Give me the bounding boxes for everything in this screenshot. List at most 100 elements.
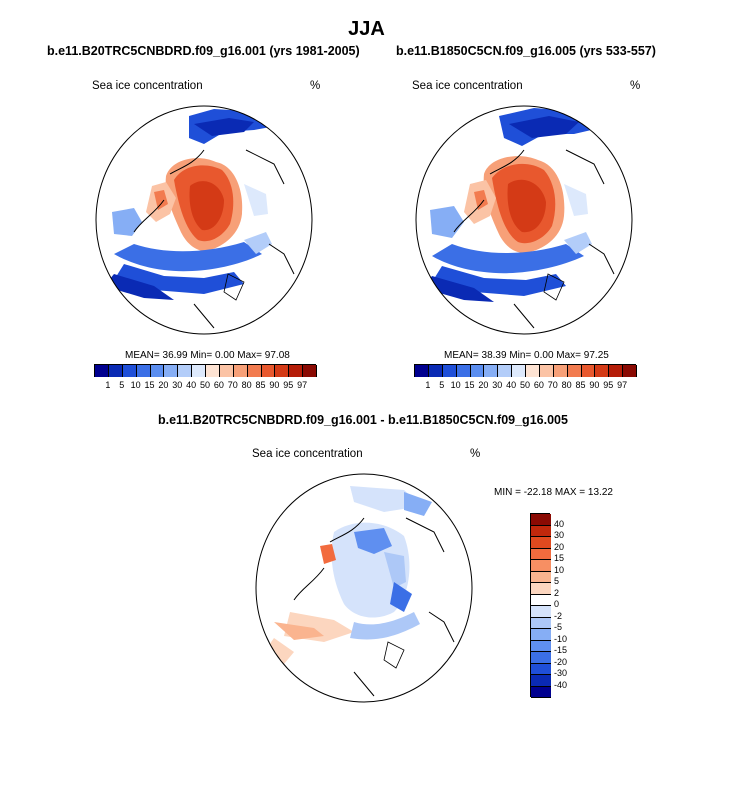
- colorbar-tick-label: 30: [492, 380, 503, 390]
- colorbar-swatch: [531, 663, 551, 675]
- colorbar-swatch: [531, 640, 551, 652]
- colorbar-tick-label: 85: [255, 380, 266, 390]
- colorbar-swatch: [531, 560, 551, 572]
- left-variable-label: Sea ice concentration: [92, 80, 203, 92]
- diff-stats: MIN = -22.18 MAX = 13.22: [494, 487, 613, 498]
- colorbar-tick-label: 95: [283, 380, 294, 390]
- colorbar-swatch: [539, 365, 554, 377]
- colorbar-swatch: [247, 365, 262, 377]
- right-units-label: %: [630, 80, 641, 92]
- left-stats: MEAN= 36.99 Min= 0.00 Max= 97.08: [125, 350, 290, 361]
- colorbar-tick-label: 1: [425, 380, 431, 390]
- colorbar-swatch: [531, 571, 551, 583]
- diff-units-label: %: [470, 448, 481, 460]
- colorbar-tick-label: 80: [561, 380, 572, 390]
- colorbar-swatch: [219, 365, 234, 377]
- colorbar-swatch: [498, 365, 513, 377]
- colorbar-tick-label: 30: [172, 380, 183, 390]
- colorbar-swatch: [261, 365, 276, 377]
- left-colorbar: [94, 364, 317, 377]
- colorbar-swatch: [531, 594, 551, 606]
- colorbar-swatch: [609, 365, 624, 377]
- colorbar-swatch: [531, 514, 551, 526]
- colorbar-swatch: [150, 365, 165, 377]
- right-variable-label: Sea ice concentration: [412, 80, 523, 92]
- colorbar-tick-label: 20: [554, 541, 565, 552]
- left-colorbar-labels: 1 5 10 15 20 30 40 50 60 70 80 85 90 95 97: [94, 380, 316, 392]
- right-colorbar: [414, 364, 637, 377]
- colorbar-tick-label: 15: [144, 380, 155, 390]
- colorbar-tick-label: -2: [554, 610, 563, 621]
- colorbar-swatch: [531, 617, 551, 629]
- colorbar-tick-label: -5: [554, 622, 563, 632]
- colorbar-swatch: [470, 365, 485, 377]
- colorbar-tick-label: -30: [554, 668, 568, 678]
- diff-colorbar-labels: 40 30 20 15 10 5 2 0 -2 -5 -10 -15 -20 -30 -40: [554, 513, 594, 697]
- colorbar-swatch: [623, 365, 637, 377]
- colorbar-swatch: [531, 606, 551, 618]
- diff-colorbar: [530, 513, 551, 698]
- colorbar-tick-label: 5: [439, 380, 445, 390]
- colorbar-tick-label: 90: [589, 380, 600, 390]
- colorbar-swatch: [415, 365, 429, 377]
- colorbar-swatch: [233, 365, 248, 377]
- colorbar-tick-label: 5: [119, 380, 125, 390]
- colorbar-swatch: [108, 365, 123, 377]
- colorbar-swatch: [456, 365, 471, 377]
- colorbar-swatch: [531, 537, 551, 549]
- colorbar-swatch: [484, 365, 499, 377]
- colorbar-tick-label: 40: [554, 518, 565, 529]
- colorbar-tick-label: 0: [554, 599, 560, 609]
- colorbar-swatch: [531, 629, 551, 641]
- left-units-label: %: [310, 80, 321, 92]
- colorbar-tick-label: 20: [158, 380, 169, 390]
- colorbar-tick-label: 95: [603, 380, 614, 390]
- main-title: JJA: [348, 18, 385, 40]
- right-stats: MEAN= 38.39 Min= 0.00 Max= 97.25: [444, 350, 609, 361]
- colorbar-swatch: [192, 365, 206, 377]
- colorbar-tick-label: -10: [554, 633, 568, 644]
- colorbar-tick-label: 1: [105, 380, 111, 390]
- colorbar-swatch: [164, 365, 179, 377]
- colorbar-tick-label: 10: [450, 380, 461, 390]
- colorbar-swatch: [531, 583, 551, 595]
- diff-polar-map: [255, 473, 473, 703]
- colorbar-swatch: [531, 525, 551, 537]
- colorbar-swatch: [595, 365, 610, 377]
- colorbar-swatch: [567, 365, 582, 377]
- colorbar-swatch: [289, 365, 304, 377]
- colorbar-tick-label: 20: [478, 380, 489, 390]
- colorbar-swatch: [531, 548, 551, 560]
- colorbar-tick-label: 60: [213, 380, 224, 390]
- colorbar-tick-label: -40: [554, 679, 568, 690]
- left-case-title: b.e11.B20TRC5CNBDRD.f09_g16.001 (yrs 198…: [47, 44, 360, 58]
- colorbar-swatch: [303, 365, 317, 377]
- colorbar-tick-label: 15: [464, 380, 475, 390]
- colorbar-tick-label: 97: [297, 380, 308, 390]
- colorbar-tick-label: 40: [186, 380, 197, 390]
- right-polar-map: [415, 105, 633, 335]
- colorbar-swatch: [531, 652, 551, 664]
- right-colorbar-labels: 1 5 10 15 20 30 40 50 60 70 80 85 90 95 97: [414, 380, 636, 392]
- colorbar-tick-label: 60: [533, 380, 544, 390]
- colorbar-tick-label: 30: [554, 530, 565, 540]
- left-polar-map: [95, 105, 313, 335]
- colorbar-swatch: [531, 675, 551, 687]
- colorbar-tick-label: -15: [554, 645, 568, 655]
- colorbar-tick-label: -20: [554, 656, 568, 667]
- colorbar-swatch: [531, 686, 551, 698]
- colorbar-swatch: [206, 365, 220, 377]
- colorbar-tick-label: 2: [554, 587, 560, 598]
- colorbar-swatch: [178, 365, 193, 377]
- colorbar-tick-label: 10: [130, 380, 141, 390]
- colorbar-tick-label: 85: [575, 380, 586, 390]
- colorbar-tick-label: 10: [554, 564, 565, 575]
- colorbar-swatch: [512, 365, 526, 377]
- colorbar-tick-label: 50: [519, 380, 530, 390]
- colorbar-tick-label: 80: [241, 380, 252, 390]
- right-case-title: b.e11.B1850C5CN.f09_g16.005 (yrs 533-557…: [396, 44, 656, 58]
- colorbar-swatch: [428, 365, 443, 377]
- colorbar-tick-label: 97: [617, 380, 628, 390]
- diff-variable-label: Sea ice concentration: [252, 448, 363, 460]
- colorbar-swatch: [526, 365, 540, 377]
